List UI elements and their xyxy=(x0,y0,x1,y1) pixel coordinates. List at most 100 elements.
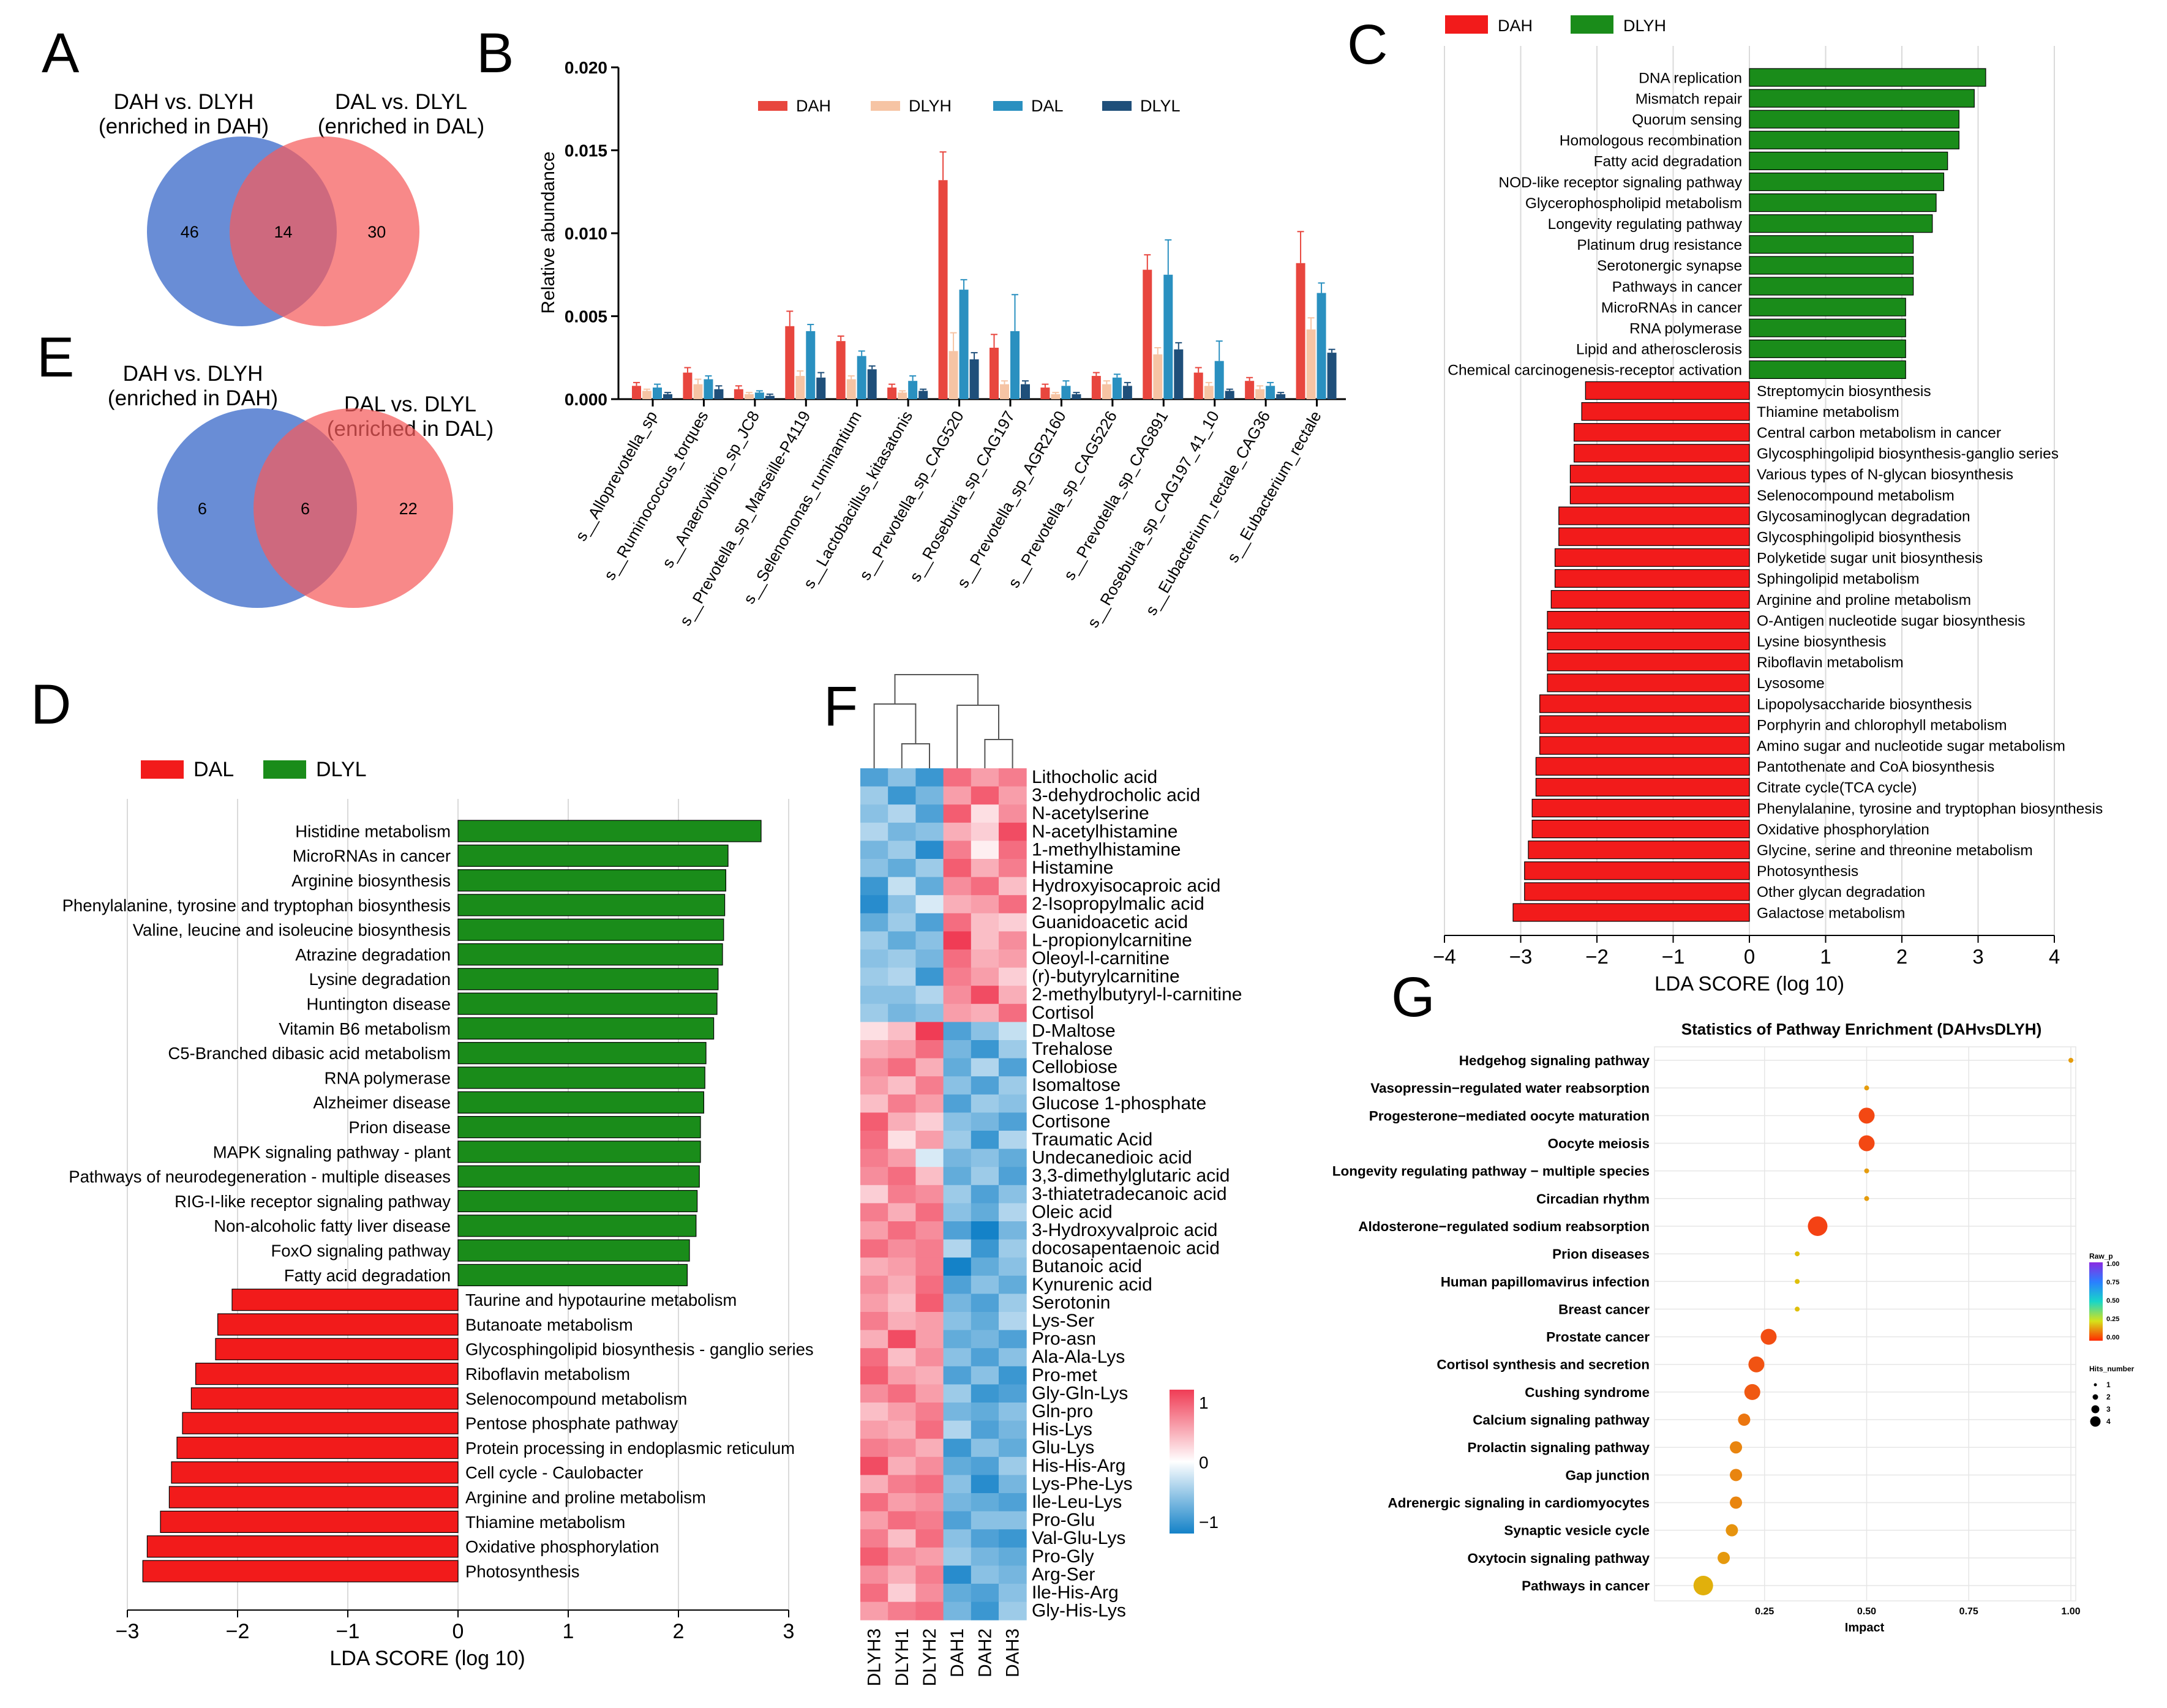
heatmap-cell xyxy=(943,1022,972,1041)
venn-e: DAH vs. DLYH(enriched in DAH) DAL vs. DLY… xyxy=(108,362,494,608)
heatmap-cell xyxy=(999,1420,1027,1439)
bar-positive xyxy=(1749,130,1959,149)
heatmap-cell xyxy=(999,1185,1027,1204)
pathway-label: Cortisol synthesis and secretion xyxy=(1437,1357,1650,1373)
bar-label: MicroRNAs in cancer xyxy=(1601,299,1742,316)
heatmap-cell xyxy=(971,1384,999,1403)
bar-dlyl xyxy=(867,369,877,399)
heatmap-cell xyxy=(860,986,888,1005)
bar-label: Lipopolysaccharide biosynthesis xyxy=(1757,696,1972,713)
heatmap-cell xyxy=(860,1312,888,1331)
heatmap-cell xyxy=(943,804,972,823)
bar-label: Alzheimer disease xyxy=(313,1093,451,1112)
bar-label: DNA replication xyxy=(1639,70,1742,86)
heatmap-cell xyxy=(860,895,888,914)
heatmap-cell xyxy=(888,1384,916,1403)
heatmap-cell xyxy=(943,768,972,787)
bar-label: Longevity regulating pathway xyxy=(1548,216,1743,233)
row-label: His-Lys xyxy=(1032,1420,1092,1440)
bar-positive xyxy=(457,894,726,916)
heatmap-cell xyxy=(915,1076,944,1095)
bar-label: MAPK signaling pathway - plant xyxy=(213,1142,451,1161)
row-label: N-acetylhistamine xyxy=(1032,822,1177,842)
bar-negative xyxy=(1554,569,1750,588)
heatmap-cell xyxy=(888,1294,916,1313)
bar-dlyl xyxy=(1225,391,1234,399)
venn-left-count: 46 xyxy=(181,223,199,241)
bar-label: Pentose phosphate pathway xyxy=(465,1414,678,1433)
bar-negative xyxy=(176,1436,459,1459)
bar-label: Sphingolipid metabolism xyxy=(1757,571,1920,588)
heatmap-cell xyxy=(888,1348,916,1367)
x-tick-label: −1 xyxy=(336,1620,360,1643)
heatmap-cell xyxy=(888,1439,916,1458)
row-label: Undecanedioic acid xyxy=(1032,1148,1192,1168)
heatmap-cell xyxy=(999,895,1027,914)
x-tick-label: 3 xyxy=(1972,945,1983,968)
data-point xyxy=(1738,1414,1751,1426)
heatmap-cell xyxy=(860,1275,888,1294)
heatmap-cell xyxy=(999,859,1027,878)
size-legend-dot xyxy=(2090,1416,2101,1427)
bar-dal xyxy=(1316,293,1326,399)
heatmap-cell xyxy=(971,1131,999,1150)
size-legend-label: 3 xyxy=(2106,1405,2111,1414)
heatmap-cell xyxy=(971,1112,999,1131)
heatmap-cell xyxy=(888,986,916,1005)
heatmap-cell xyxy=(971,1148,999,1167)
data-point xyxy=(1795,1279,1800,1284)
heatmap-cell xyxy=(971,1294,999,1313)
bar-label: RNA polymerase xyxy=(325,1068,451,1087)
x-tick-label: 3 xyxy=(783,1620,795,1643)
heatmap-cell xyxy=(915,1366,944,1385)
heatmap-cell xyxy=(860,1257,888,1276)
bar-dal xyxy=(1010,331,1020,399)
row-label: Oleoyl-l-carnitine xyxy=(1032,948,1170,968)
row-label: Isomaltose xyxy=(1032,1075,1121,1095)
heatmap-cell xyxy=(971,1203,999,1222)
heatmap-cell xyxy=(860,1547,888,1566)
heatmap-cell xyxy=(888,1312,916,1331)
data-point xyxy=(1730,1496,1743,1509)
bar-negative xyxy=(142,1560,459,1583)
bar-label: Mismatch repair xyxy=(1636,91,1742,107)
row-label: docosapentaenoic acid xyxy=(1032,1238,1220,1259)
bar-label: Protein processing in endoplasmic reticu… xyxy=(465,1439,795,1458)
x-tick-label: −2 xyxy=(226,1620,250,1643)
heatmap-cell xyxy=(971,1529,999,1548)
bar-negative xyxy=(215,1338,459,1360)
heatmap-cell xyxy=(943,786,972,805)
dendrogram-branch xyxy=(956,705,999,768)
pathway-label: Prolactin signaling pathway xyxy=(1467,1440,1650,1455)
bar-label: FoxO signaling pathway xyxy=(271,1242,451,1260)
bar-dal xyxy=(1163,274,1173,399)
bar-label: Various types of N-glycan biosynthesis xyxy=(1757,466,2013,483)
venn-left-title: DAH vs. DLYH xyxy=(114,90,254,114)
color-legend-tick: −1 xyxy=(1199,1513,1219,1532)
row-label: Lys-Ser xyxy=(1032,1311,1094,1331)
row-label: Arg-Ser xyxy=(1032,1564,1095,1584)
heatmap-cell xyxy=(971,1547,999,1566)
heatmap-cell xyxy=(915,1565,944,1584)
bar-label: C5-Branched dibasic acid metabolism xyxy=(168,1044,451,1063)
bar-negative xyxy=(1512,903,1750,922)
bar-label: Glycerophospholipid metabolism xyxy=(1525,195,1742,212)
data-point xyxy=(1726,1524,1738,1537)
heatmap-cell xyxy=(943,1040,972,1059)
heatmap-cell xyxy=(888,1511,916,1530)
heatmap-cell xyxy=(999,1493,1027,1512)
dendrogram-branch xyxy=(873,703,917,768)
bar-negative xyxy=(1524,882,1750,901)
heatmap-cell xyxy=(915,967,944,986)
x-axis-label: Impact xyxy=(1845,1621,1885,1635)
legend-swatch-red xyxy=(1445,15,1488,34)
bar-dlyh xyxy=(1051,394,1061,399)
bar-positive xyxy=(1749,89,1975,108)
x-tick-label: 1 xyxy=(563,1620,574,1643)
bar-positive xyxy=(457,869,726,892)
heatmap-cell xyxy=(915,1456,944,1475)
legend-label: DLYH xyxy=(1623,17,1666,35)
color-legend-tick: 1 xyxy=(1199,1393,1209,1412)
heatmap-cell xyxy=(860,1203,888,1222)
